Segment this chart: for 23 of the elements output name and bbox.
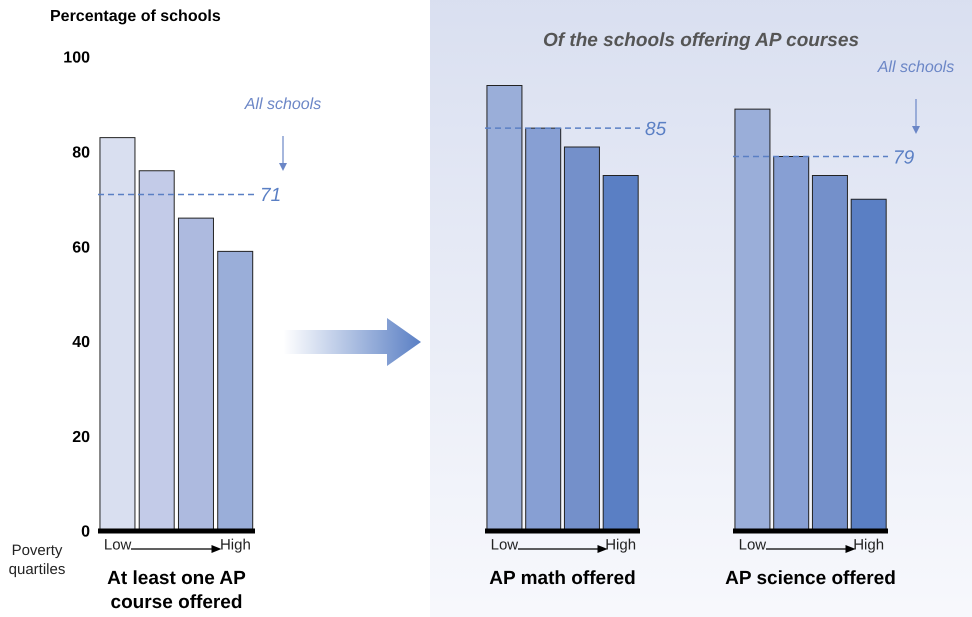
- x-tick-label: High: [605, 536, 636, 554]
- y-tick-label: 60: [72, 239, 90, 256]
- text: AP science offered: [724, 567, 897, 591]
- x-axis-title: Poverty quartiles: [8, 541, 66, 579]
- annotation: All schools: [243, 96, 322, 114]
- y-tick-label: 20: [72, 428, 90, 446]
- text: AP math offered: [488, 567, 637, 591]
- text: At least one AP course offered: [106, 567, 247, 615]
- y-axis-title: Percentage of schools: [50, 8, 221, 26]
- x-tick-label: Low: [738, 536, 766, 554]
- text: Of the schools offering AP courses: [542, 30, 860, 52]
- x-tick-label: High: [220, 536, 251, 554]
- x-tick-label: Low: [490, 536, 518, 554]
- ref-line-label: 85: [645, 118, 667, 140]
- annotation: All schools: [876, 58, 956, 77]
- ref-line-label: 71: [260, 185, 282, 206]
- y-tick-label: 80: [72, 144, 90, 162]
- y-tick-label: 0: [81, 524, 90, 541]
- y-tick-label: 100: [63, 50, 90, 67]
- x-tick-label: High: [853, 536, 884, 554]
- ref-line-label: 79: [893, 147, 915, 168]
- y-tick-label: 40: [72, 334, 90, 352]
- x-tick-label: Low: [104, 536, 132, 554]
